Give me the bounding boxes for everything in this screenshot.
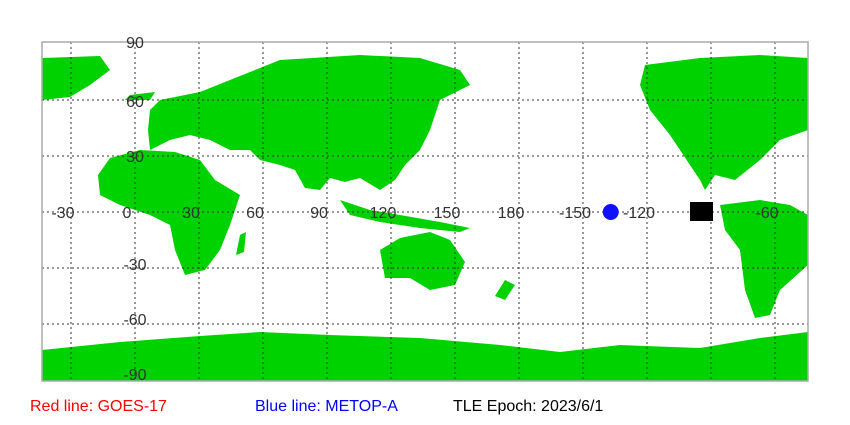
tle-epoch: TLE Epoch: 2023/6/1 — [453, 398, 604, 415]
map-border — [41, 41, 809, 382]
land-masses — [42, 55, 808, 381]
indonesia — [340, 200, 470, 232]
latitude-label: 60 — [126, 94, 144, 111]
madagascar — [236, 232, 246, 255]
latitude-label: 30 — [126, 149, 144, 166]
latitude-label: -60 — [123, 312, 146, 329]
satellite-markers — [602, 202, 713, 221]
longitude-label: -30 — [51, 205, 74, 222]
axis-labels: -30 0 30 60 90 120 150 180 -150 -120 -60 90 60 30 -30 -… — [51, 35, 778, 384]
latitude-label: -90 — [123, 367, 146, 384]
eurasia-main — [148, 55, 470, 190]
south-america — [720, 200, 808, 318]
longitude-label: 90 — [310, 205, 328, 222]
antarctica — [42, 332, 808, 381]
satellite-label-box — [690, 202, 713, 221]
longitude-label: -150 — [559, 205, 591, 222]
eurasia — [42, 56, 110, 100]
longitude-label: -120 — [623, 205, 655, 222]
new-zealand — [495, 280, 515, 300]
north-america — [640, 55, 808, 190]
legend-red-line: Red line: GOES-17 — [30, 398, 167, 415]
longitude-label: 150 — [434, 205, 461, 222]
longitude-label: 120 — [370, 205, 397, 222]
satellite-position-marker — [602, 204, 619, 220]
longitude-label: 60 — [246, 205, 264, 222]
graticule — [42, 42, 808, 381]
latitude-label: -30 — [123, 257, 146, 274]
longitude-label: 180 — [498, 205, 525, 222]
arctic-islands — [125, 92, 155, 100]
longitude-label: 0 — [123, 205, 132, 222]
latitude-label: 90 — [126, 35, 144, 52]
longitude-label: -60 — [755, 205, 778, 222]
australia — [380, 232, 465, 290]
legend-blue-line: Blue line: METOP-A — [255, 398, 398, 415]
longitude-label: 30 — [182, 205, 200, 222]
